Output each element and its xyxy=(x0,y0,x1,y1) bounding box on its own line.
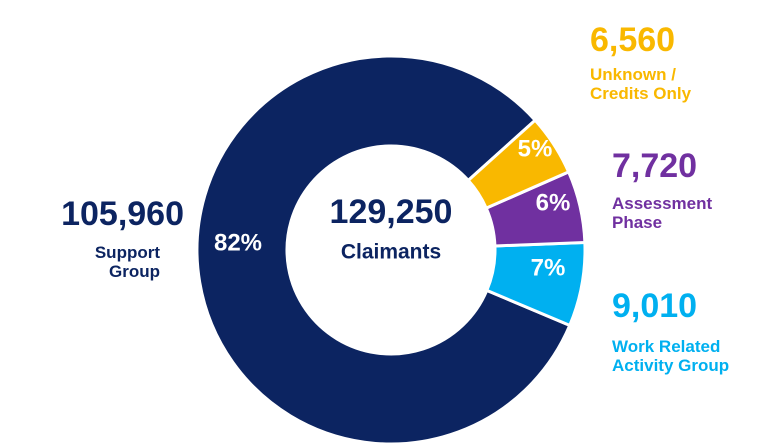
category-label: Support Group xyxy=(94,243,160,281)
percent-label: 6% xyxy=(536,189,571,216)
category-label: Work Related Activity Group xyxy=(612,337,730,375)
value-label: 6,560 xyxy=(590,21,676,59)
percent-label: 7% xyxy=(531,254,566,281)
percent-label: 82% xyxy=(214,229,262,256)
percent-label: 5% xyxy=(518,135,553,162)
center-value: 129,250 xyxy=(330,193,453,231)
value-label: 9,010 xyxy=(612,287,698,325)
value-label: 7,720 xyxy=(612,147,698,185)
slice xyxy=(484,169,587,248)
center-label: Claimants xyxy=(341,241,441,264)
slice xyxy=(466,118,571,211)
slice xyxy=(484,240,587,328)
value-label: 105,960 xyxy=(61,195,184,233)
category-label: Unknown / Credits Only xyxy=(590,65,692,103)
category-label: Assessment Phase xyxy=(612,194,713,232)
slice xyxy=(195,54,572,445)
